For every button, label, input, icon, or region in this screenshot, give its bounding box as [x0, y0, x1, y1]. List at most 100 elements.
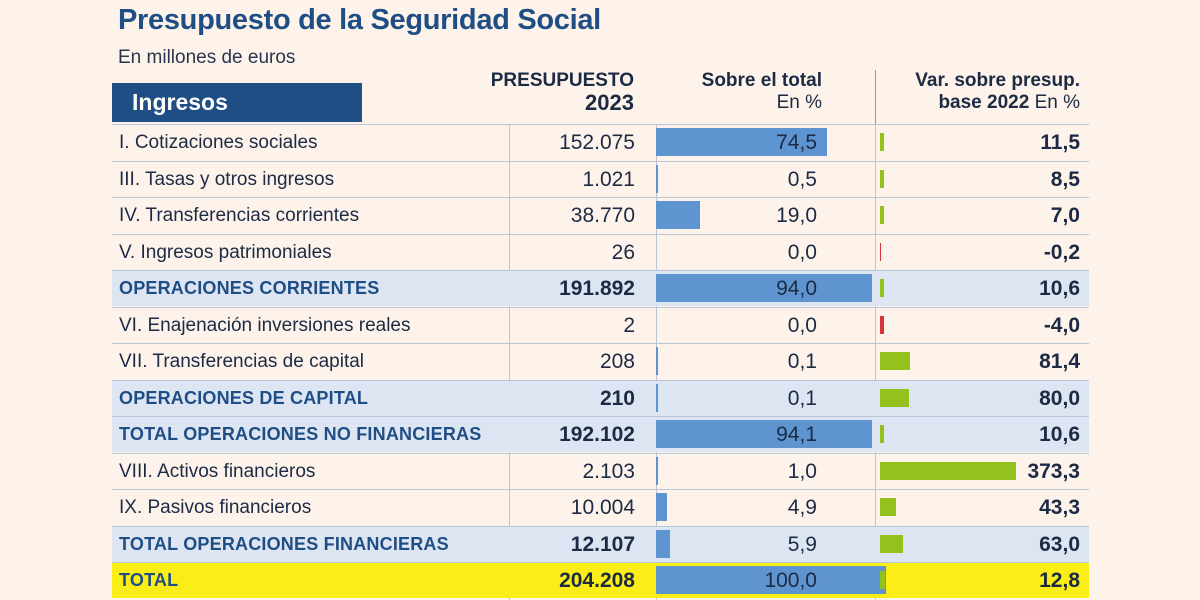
- row-label: VII. Transferencias de capital: [119, 351, 365, 372]
- variation-value: 10,6: [1039, 277, 1080, 300]
- table-column-divider: [875, 124, 876, 600]
- row-label: TOTAL OPERACIONES FINANCIERAS: [119, 533, 449, 554]
- column-header-presupuesto-line1: PRESUPUESTO: [490, 70, 634, 91]
- row-label: VI. Enajenación inversiones reales: [119, 314, 411, 336]
- row-label: I. Cotizaciones sociales: [119, 132, 318, 153]
- share-value: 1,0: [787, 459, 817, 483]
- row-label: IV. Transferencias corrientes: [119, 205, 360, 226]
- variation-bar: [880, 534, 903, 553]
- column-header-presupuesto-year: 2023: [585, 90, 634, 115]
- column-header-share-unit: En %: [776, 92, 822, 113]
- table-row: OPERACIONES DE CAPITAL 210 0,1 80,0: [112, 379, 1089, 416]
- table-row: VII. Transferencias de capital 208 0,1 81,4: [112, 343, 1089, 379]
- variation-value: 11,5: [1040, 131, 1080, 154]
- variation-bar: [880, 206, 884, 224]
- column-header-variation-line1: Var. sobre presup.: [915, 70, 1080, 91]
- variation-bar: [880, 571, 885, 589]
- column-header-presupuesto: PRESUPUESTO 2023: [470, 70, 634, 114]
- share-bar: [656, 566, 886, 594]
- column-header-share: Sobre el total En %: [660, 70, 822, 114]
- variation-bar: [880, 169, 884, 188]
- variation-bar: [880, 461, 1016, 480]
- table-row: I. Cotizaciones sociales 152.075 74,5 11,5: [112, 124, 1089, 160]
- variation-value: 43,3: [1039, 496, 1080, 519]
- row-label: TOTAL OPERACIONES NO FINANCIERAS: [119, 424, 482, 444]
- budget-value: 204.208: [559, 569, 635, 592]
- share-bar: [656, 164, 658, 193]
- share-value: 0,0: [787, 313, 817, 337]
- budget-value: 208: [599, 350, 635, 373]
- variation-value: -0,2: [1043, 240, 1080, 264]
- budget-value: 10.004: [570, 496, 635, 519]
- table-row: TOTAL OPERACIONES FINANCIERAS 12.107 5,9 63…: [112, 525, 1089, 562]
- table-row: TOTAL OPERACIONES NO FINANCIERAS 192.102 9…: [112, 416, 1089, 452]
- budget-value: 210: [599, 386, 635, 410]
- table-row: OPERACIONES CORRIENTES 191.892 94,0 10,6: [112, 270, 1089, 306]
- variation-value: 10,6: [1039, 423, 1080, 446]
- variation-value: 81,4: [1039, 350, 1080, 373]
- table-row: IV. Transferencias corrientes 38.770 19,0 7…: [112, 197, 1089, 233]
- share-bar: [656, 420, 873, 448]
- variation-bar: [880, 352, 910, 370]
- variation-value: 12,8: [1039, 569, 1080, 592]
- row-label: V. Ingresos patrimoniales: [119, 241, 332, 263]
- share-bar: [656, 456, 659, 485]
- variation-value: 63,0: [1039, 532, 1080, 556]
- row-label: TOTAL: [119, 570, 179, 590]
- share-value: 19,0: [776, 204, 817, 227]
- variation-bar: [880, 279, 884, 297]
- table-row: V. Ingresos patrimoniales 26 0,0 -0,2: [112, 233, 1089, 270]
- row-label: IX. Pasivos financieros: [119, 497, 312, 518]
- chart-title: Presupuesto de la Seguridad Social: [118, 4, 601, 36]
- budget-value: 1.021: [582, 167, 635, 191]
- row-label: OPERACIONES CORRIENTES: [119, 278, 380, 298]
- share-bar: [656, 201, 700, 229]
- budget-value: 12.107: [570, 532, 635, 556]
- column-header-variation-base: base 2022: [938, 92, 1030, 113]
- column-header-variation: Var. sobre presup. base 2022 En %: [880, 70, 1080, 114]
- variation-bar: [880, 242, 882, 261]
- table-row: III. Tasas y otros ingresos 1.021 0,5 8,5: [112, 160, 1089, 197]
- variation-bar: [880, 425, 884, 443]
- share-value: 100,0: [764, 569, 817, 592]
- budget-value: 26: [611, 240, 635, 264]
- share-bar: [656, 493, 668, 521]
- share-value: 4,9: [787, 496, 817, 519]
- share-bar: [656, 128, 828, 156]
- row-label: OPERACIONES DE CAPITAL: [119, 387, 369, 408]
- variation-value: 80,0: [1039, 386, 1080, 410]
- budget-value: 2.103: [582, 459, 635, 483]
- column-header-share-line1: Sobre el total: [701, 70, 822, 91]
- variation-bar: [880, 498, 896, 516]
- column-header-variation-line2: base 2022 En %: [880, 92, 1080, 114]
- share-value: 0,5: [787, 167, 817, 191]
- variation-value: 373,3: [1027, 459, 1080, 483]
- table-row: VIII. Activos financieros 2.103 1,0 373,3: [112, 452, 1089, 489]
- table-column-divider: [509, 124, 510, 600]
- budget-value: 191.892: [559, 277, 635, 300]
- variation-value: -4,0: [1043, 313, 1080, 337]
- share-bar: [656, 529, 670, 558]
- share-value: 0,1: [787, 350, 817, 373]
- share-value: 74,5: [776, 131, 817, 154]
- share-value: 5,9: [787, 532, 817, 556]
- budget-value: 2: [623, 313, 635, 337]
- variation-bar: [880, 315, 884, 334]
- chart-subtitle: En millones de euros: [118, 47, 296, 68]
- share-value: 94,1: [776, 423, 817, 446]
- budget-table: I. Cotizaciones sociales 152.075 74,5 11,5 I…: [112, 124, 1089, 600]
- row-label: III. Tasas y otros ingresos: [119, 168, 335, 190]
- column-header-variation-unit: En %: [1029, 92, 1080, 113]
- table-row: TOTAL 204.208 100,0 12,8: [112, 562, 1089, 598]
- share-bar: [656, 274, 873, 302]
- share-value: 94,0: [776, 277, 817, 300]
- variation-bar: [880, 388, 910, 407]
- variation-bar: [880, 133, 885, 151]
- budget-value: 152.075: [559, 131, 635, 154]
- variation-value: 8,5: [1050, 167, 1080, 191]
- share-value: 0,0: [787, 240, 817, 264]
- variation-value: 7,0: [1050, 204, 1080, 227]
- table-row: IX. Pasivos financieros 10.004 4,9 43,3: [112, 489, 1089, 525]
- budget-value: 192.102: [559, 423, 635, 446]
- share-bar: [656, 383, 658, 412]
